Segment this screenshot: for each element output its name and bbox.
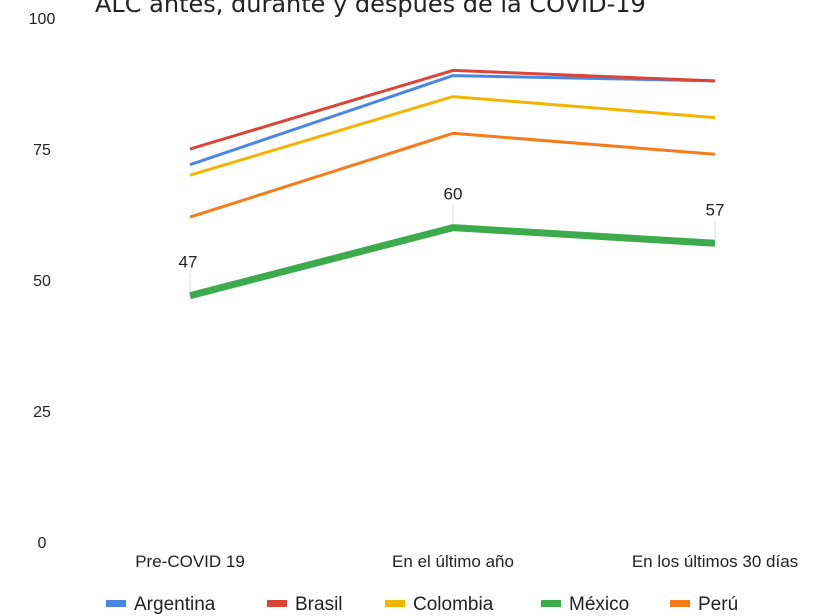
- series-line-brasil: [189, 68, 716, 151]
- y-axis: 0 25 50 75 100: [29, 11, 56, 552]
- y-tick-label: 0: [38, 535, 47, 552]
- legend-label: Brasil: [295, 594, 343, 615]
- data-labels: 47 60 57: [179, 185, 725, 293]
- y-tick-label: 100: [29, 11, 56, 28]
- series-line-colombia: [189, 95, 716, 177]
- legend-swatch: [385, 600, 405, 607]
- legend-item-brasil[interactable]: Brasil: [267, 594, 343, 615]
- legend-swatch: [267, 600, 287, 607]
- legend-item-colombia[interactable]: Colombia: [385, 594, 494, 615]
- x-tick-label: En los últimos 30 días: [632, 552, 798, 571]
- legend-swatch: [106, 600, 126, 607]
- legend[interactable]: Argentina Brasil Colombia México Perú: [106, 594, 738, 615]
- y-tick-label: 25: [33, 404, 51, 421]
- legend-swatch: [541, 600, 561, 607]
- legend-label: México: [569, 594, 629, 615]
- x-tick-label: En el último año: [392, 552, 514, 571]
- x-tick-label: Pre-COVID 19: [135, 552, 245, 571]
- legend-item-argentina[interactable]: Argentina: [106, 594, 216, 615]
- series-line-perú: [189, 131, 716, 219]
- data-label: 60: [444, 185, 463, 204]
- chart-title: ALC antes, durante y después de la COVID…: [95, 0, 646, 18]
- legend-item-méxico[interactable]: México: [541, 594, 629, 615]
- plot-area: [189, 68, 716, 300]
- data-label: 47: [179, 253, 198, 272]
- legend-label: Argentina: [134, 594, 216, 615]
- legend-label: Colombia: [413, 594, 494, 615]
- legend-item-perú[interactable]: Perú: [670, 594, 738, 615]
- series-line-méxico: [189, 224, 716, 300]
- x-axis: Pre-COVID 19 En el último año En los últim…: [135, 552, 798, 571]
- legend-swatch: [670, 600, 690, 607]
- series-line-argentina: [189, 74, 716, 167]
- data-label: 57: [706, 200, 725, 219]
- y-tick-label: 75: [33, 142, 51, 159]
- legend-label: Perú: [698, 594, 738, 615]
- y-tick-label: 50: [33, 273, 51, 290]
